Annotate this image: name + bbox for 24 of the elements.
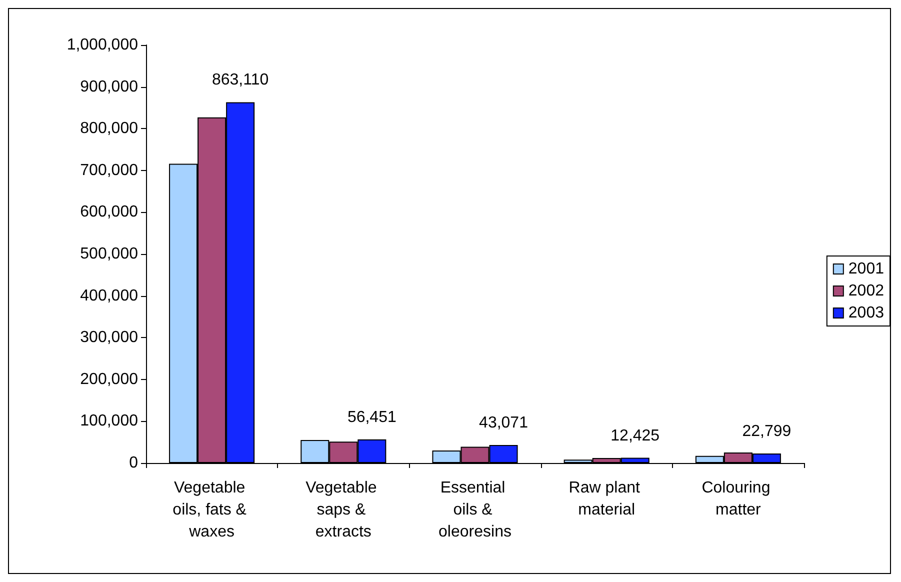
x-tick-label: Vegetable saps & extracts [306,480,382,540]
legend-label: 2003 [848,304,884,322]
x-tick-label: Colouring matter [702,480,775,518]
x-tick-label: Essential oils & oleoresins [438,480,512,540]
y-tick-label: 600,000 [80,204,138,221]
data-label: 12,425 [610,427,660,444]
y-tick-label: 400,000 [80,287,138,304]
y-tick-label: 0 [129,454,138,472]
y-tick-label: 100,000 [80,412,138,430]
y-tick-label: 800,000 [80,120,138,138]
y-tick-label: 900,000 [80,78,138,96]
data-label: 43,071 [479,414,528,432]
y-tick-label: 300,000 [80,329,138,346]
legend-label: 2002 [848,282,884,300]
y-tick-label: 700,000 [80,162,138,179]
y-tick-label: 1,000,000 [66,36,138,54]
x-tick-label: Raw plant material [568,480,644,518]
x-tick-label: Vegetable oils, fats & waxes [172,480,251,540]
data-label: 863,110 [212,72,269,89]
legend-label: 2001 [848,260,884,278]
data-label: 56,451 [347,408,396,426]
data-label: 22,799 [742,422,792,440]
y-tick-label: 200,000 [80,370,138,388]
y-tick-label: 500,000 [80,246,138,262]
